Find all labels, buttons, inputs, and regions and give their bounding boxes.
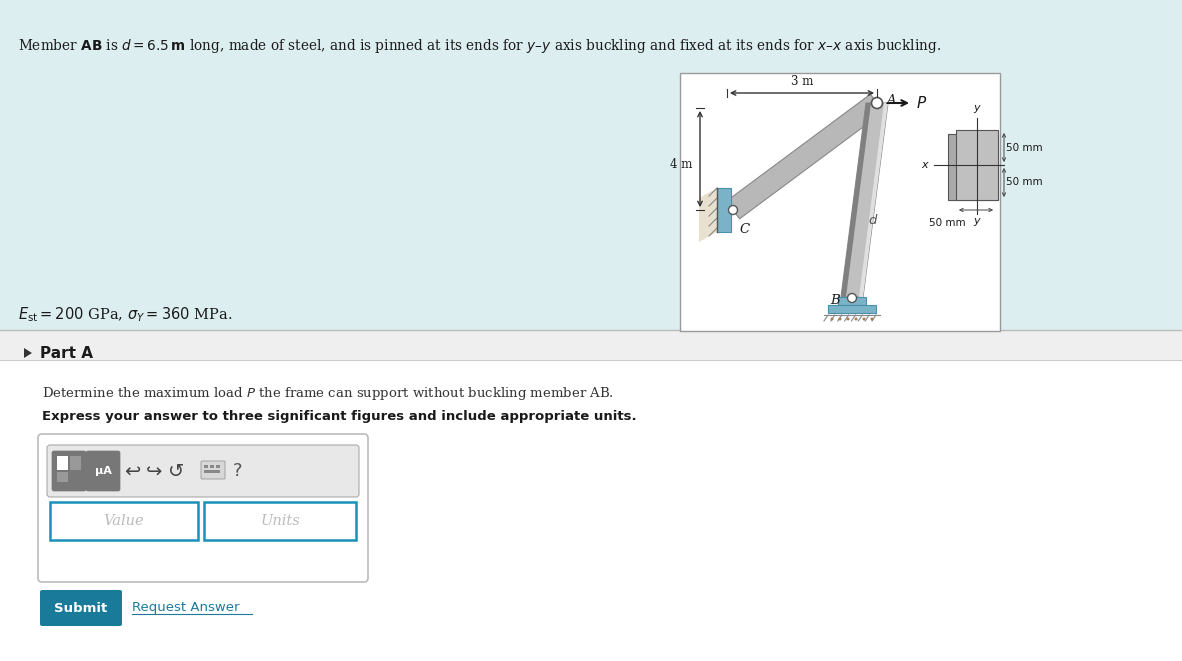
Circle shape bbox=[838, 317, 842, 321]
Text: $d$: $d$ bbox=[868, 213, 878, 227]
Circle shape bbox=[728, 206, 738, 215]
Text: 50 mm: 50 mm bbox=[929, 218, 966, 228]
Text: $x$: $x$ bbox=[921, 160, 930, 170]
Bar bbox=[956, 130, 998, 200]
Text: μA: μA bbox=[95, 466, 111, 476]
FancyBboxPatch shape bbox=[38, 434, 368, 582]
Text: Member $\mathbf{AB}$ is $d = 6.5\,\mathbf{m}$ long, made of steel, and is pinned: Member $\mathbf{AB}$ is $d = 6.5\,\mathb… bbox=[18, 37, 941, 55]
Circle shape bbox=[831, 317, 833, 321]
Circle shape bbox=[870, 317, 873, 321]
Circle shape bbox=[847, 293, 857, 303]
Text: Express your answer to three significant figures and include appropriate units.: Express your answer to three significant… bbox=[43, 410, 637, 423]
Circle shape bbox=[863, 317, 865, 321]
Bar bbox=[204, 502, 356, 540]
Text: 3 m: 3 m bbox=[791, 75, 813, 88]
Text: ?: ? bbox=[233, 462, 242, 480]
Bar bbox=[70, 472, 82, 482]
Bar bbox=[70, 456, 82, 470]
Polygon shape bbox=[699, 188, 717, 242]
Text: 50 mm: 50 mm bbox=[1006, 177, 1043, 187]
Bar bbox=[204, 470, 220, 473]
Polygon shape bbox=[727, 94, 884, 219]
FancyBboxPatch shape bbox=[47, 445, 359, 497]
Text: $y$: $y$ bbox=[973, 216, 981, 228]
Bar bbox=[948, 134, 998, 200]
Text: Part A: Part A bbox=[40, 346, 93, 360]
Text: $E_{\mathrm{st}} = 200$ GPa, $\sigma_Y = 360$ MPa.: $E_{\mathrm{st}} = 200$ GPa, $\sigma_Y =… bbox=[18, 305, 233, 324]
Bar bbox=[838, 297, 866, 305]
Text: $y$: $y$ bbox=[973, 103, 981, 115]
Bar bbox=[717, 188, 730, 232]
Text: Value: Value bbox=[104, 514, 144, 528]
Text: 50 mm: 50 mm bbox=[1006, 143, 1043, 153]
Text: Determine the maximum load $P$ the frame can support without buckling member AB.: Determine the maximum load $P$ the frame… bbox=[43, 385, 613, 402]
Text: Request Answer: Request Answer bbox=[132, 602, 240, 615]
Text: B: B bbox=[830, 295, 839, 307]
Bar bbox=[210, 465, 214, 468]
Text: ↩: ↩ bbox=[124, 461, 141, 481]
Text: 4 m: 4 m bbox=[670, 158, 691, 171]
Text: Units: Units bbox=[260, 514, 300, 528]
Polygon shape bbox=[842, 103, 871, 297]
Text: ↺: ↺ bbox=[168, 461, 184, 481]
Circle shape bbox=[855, 317, 857, 321]
Bar bbox=[216, 465, 220, 468]
Circle shape bbox=[846, 317, 850, 321]
Text: Submit: Submit bbox=[54, 602, 108, 615]
Bar bbox=[0, 360, 1182, 661]
Polygon shape bbox=[738, 112, 884, 221]
Bar bbox=[57, 472, 69, 482]
Text: A: A bbox=[886, 95, 896, 108]
Polygon shape bbox=[859, 103, 888, 297]
Text: $\mathit{P}$: $\mathit{P}$ bbox=[916, 95, 927, 111]
Text: ↪: ↪ bbox=[145, 461, 162, 481]
Bar bbox=[57, 456, 69, 470]
Bar bbox=[0, 330, 1182, 360]
Polygon shape bbox=[24, 348, 32, 358]
Bar bbox=[680, 73, 1000, 331]
Bar bbox=[50, 502, 199, 540]
FancyBboxPatch shape bbox=[86, 451, 121, 491]
FancyBboxPatch shape bbox=[52, 451, 86, 491]
Bar bbox=[829, 305, 876, 313]
Bar bbox=[204, 465, 208, 468]
FancyBboxPatch shape bbox=[201, 461, 225, 479]
Circle shape bbox=[871, 98, 883, 108]
Bar bbox=[0, 0, 1182, 330]
Text: C: C bbox=[739, 223, 749, 236]
Polygon shape bbox=[842, 103, 888, 297]
FancyBboxPatch shape bbox=[40, 590, 122, 626]
